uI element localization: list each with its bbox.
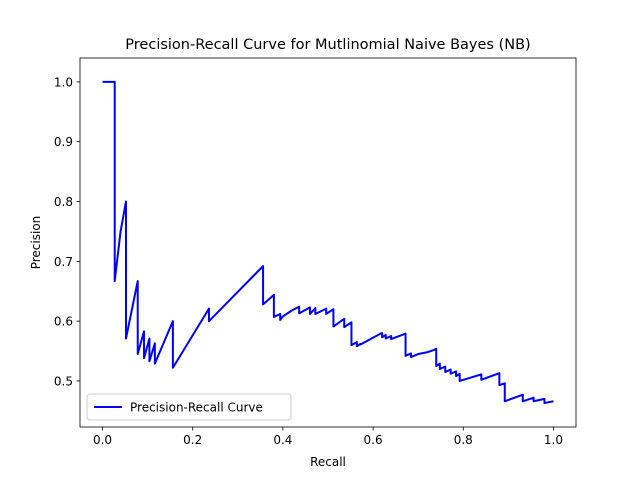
series-line-0 bbox=[102, 80, 554, 405]
y-tick-label: 0.5 bbox=[54, 374, 73, 388]
x-tick-label: 0.6 bbox=[364, 433, 383, 447]
y-axis-title: Precision bbox=[29, 216, 43, 270]
y-tick-label: 0.8 bbox=[54, 195, 73, 209]
axis-ticks: 0.0 0.2 0.4 0.6 0.8 1.0 0.5 0.6 0.7 0.8 0.9 1.0 bbox=[54, 75, 563, 447]
x-tick-label: 0.8 bbox=[454, 433, 473, 447]
plot-frame bbox=[79, 57, 577, 428]
x-tick-label: 1.0 bbox=[544, 433, 563, 447]
y-tick-label: 0.9 bbox=[54, 135, 73, 149]
plot-area bbox=[102, 80, 554, 405]
x-axis-title: Recall bbox=[310, 455, 346, 469]
chart-title: Precision-Recall Curve for Mutlinomial N… bbox=[125, 37, 530, 53]
y-tick-label: 1.0 bbox=[54, 75, 73, 89]
y-tick-label: 0.7 bbox=[54, 255, 73, 269]
legend: Precision-Recall Curve bbox=[86, 393, 292, 421]
x-tick-label: 0.2 bbox=[183, 433, 202, 447]
y-tick-label: 0.6 bbox=[54, 315, 73, 329]
x-tick-label: 0.4 bbox=[273, 433, 292, 447]
legend-label: Precision-Recall Curve bbox=[130, 401, 263, 415]
legend-frame bbox=[86, 393, 292, 421]
x-tick-label: 0.0 bbox=[93, 433, 112, 447]
